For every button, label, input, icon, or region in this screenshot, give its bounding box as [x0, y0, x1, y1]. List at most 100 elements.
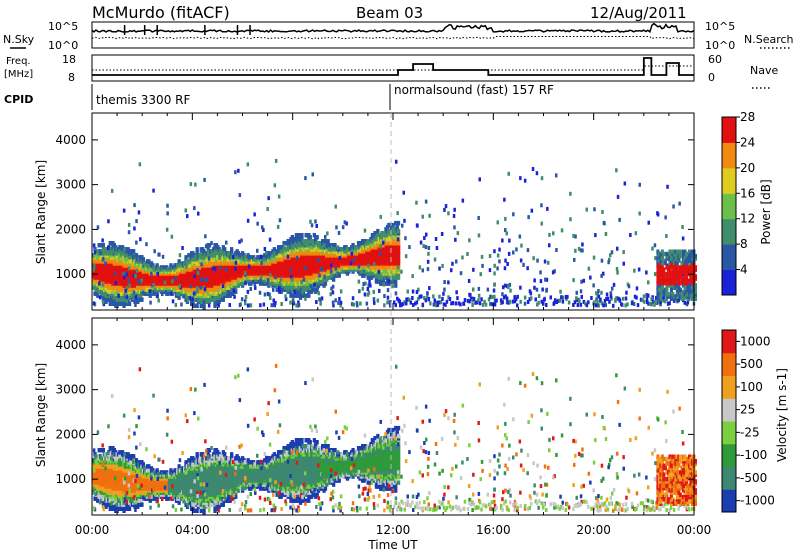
- data-cell: [325, 243, 328, 248]
- cpid-label: CPID: [4, 93, 33, 106]
- data-cell: [331, 290, 335, 295]
- data-cell: [666, 184, 669, 189]
- data-cell: [297, 233, 301, 238]
- data-cell: [363, 228, 367, 233]
- data-cell: [537, 294, 541, 299]
- data-cell: [384, 227, 387, 232]
- noise-traces: [91, 22, 695, 40]
- data-cell: [318, 273, 321, 278]
- data-cell: [498, 247, 501, 252]
- data-cell: [665, 234, 668, 238]
- data-cell: [509, 288, 512, 293]
- data-cell: [269, 273, 272, 278]
- data-cell: [622, 261, 625, 266]
- data-cell: [289, 269, 292, 273]
- data-cell: [643, 299, 646, 304]
- data-cell: [357, 264, 361, 269]
- data-cell: [508, 282, 512, 287]
- data-cell: [178, 253, 182, 258]
- data-cell: [616, 270, 619, 275]
- data-cell: [343, 220, 347, 225]
- power-scatter: [92, 158, 697, 310]
- data-cell: [376, 233, 380, 238]
- data-cell: [579, 289, 583, 294]
- data-cell: [423, 236, 426, 240]
- data-cell: [315, 224, 318, 228]
- data-cell: [217, 303, 220, 308]
- data-cell: [659, 302, 662, 307]
- data-cell: [333, 243, 337, 248]
- data-cell: [249, 287, 252, 291]
- data-cell: [633, 268, 636, 273]
- data-cell: [592, 283, 595, 288]
- data-cell: [337, 300, 340, 305]
- data-cell: [436, 300, 439, 305]
- data-cell: [376, 298, 380, 303]
- data-cell: [259, 275, 263, 279]
- data-cell: [93, 263, 96, 268]
- data-cell: [450, 268, 453, 273]
- data-cell: [329, 269, 333, 274]
- data-cell: [323, 274, 326, 279]
- data-cell: [184, 208, 187, 213]
- data-cell: [544, 277, 547, 282]
- data-cell: [435, 246, 439, 250]
- data-cell: [433, 257, 437, 262]
- data-cell: [101, 256, 105, 261]
- data-cell: [297, 300, 300, 305]
- data-cell: [221, 284, 225, 289]
- data-cell: [152, 282, 155, 287]
- data-cell: [653, 272, 657, 277]
- data-cell: [519, 176, 522, 181]
- data-cell: [406, 289, 409, 294]
- data-cell: [535, 171, 539, 176]
- data-cell: [291, 298, 295, 303]
- data-cell: [140, 297, 144, 302]
- data-cell: [507, 171, 510, 176]
- data-cell: [607, 260, 610, 265]
- data-cell: [259, 303, 262, 308]
- data-cell: [455, 259, 458, 264]
- data-cell: [138, 162, 142, 167]
- data-cell: [132, 290, 136, 295]
- data-cell: [664, 215, 667, 220]
- data-cell: [174, 276, 177, 281]
- data-cell: [382, 282, 385, 287]
- data-cell: [101, 292, 104, 297]
- data-cell: [373, 262, 376, 267]
- data-cell: [336, 245, 340, 250]
- data-cell: [193, 274, 196, 279]
- data-cell: [270, 303, 273, 308]
- data-cell: [479, 272, 482, 277]
- data-cell: [135, 219, 138, 224]
- data-cell: [447, 280, 450, 285]
- n-sky-label: N.Sky: [3, 33, 35, 46]
- data-cell: [394, 291, 398, 296]
- data-cell: [647, 220, 650, 225]
- data-cell: [541, 287, 544, 292]
- noise-right-tick-top: 10^5: [705, 20, 735, 33]
- data-cell: [500, 301, 503, 305]
- data-cell: [304, 233, 308, 238]
- data-cell: [337, 230, 341, 235]
- data-cell: [274, 158, 278, 163]
- data-cell: [373, 300, 376, 305]
- data-cell: [96, 225, 100, 230]
- data-cell: [156, 294, 159, 299]
- data-cell: [587, 266, 591, 271]
- data-cell: [581, 242, 584, 247]
- data-cell: [330, 286, 333, 291]
- data-cell: [237, 168, 240, 173]
- data-cell: [256, 248, 259, 253]
- data-cell: [230, 247, 234, 252]
- data-cell: [309, 219, 312, 224]
- data-cell: [365, 301, 369, 306]
- data-cell: [218, 255, 221, 260]
- data-cell: [579, 248, 583, 253]
- data-cell: [207, 243, 212, 248]
- data-cell: [523, 301, 527, 306]
- data-cell: [438, 266, 441, 271]
- data-cell: [611, 286, 614, 291]
- cpid-mode-2: normalsound (fast) 157 RF: [394, 83, 554, 97]
